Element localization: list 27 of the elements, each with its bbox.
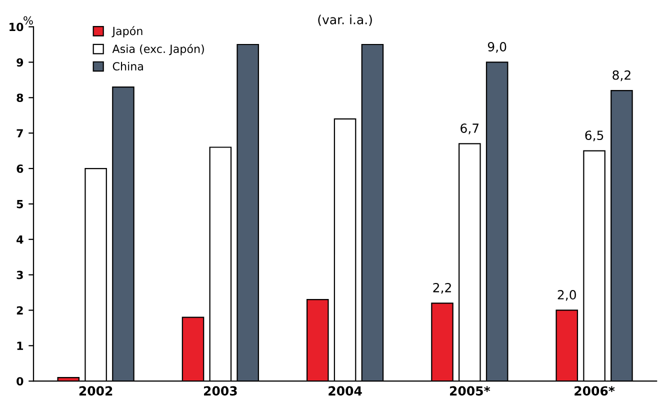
- y-tick-label: 10: [10, 22, 24, 32]
- y-tick-label: 1: [17, 342, 24, 350]
- x-tick-label: 2002: [79, 386, 112, 396]
- y-axis-title: %: [24, 16, 33, 25]
- y-tick-label: 0: [16, 377, 24, 386]
- data-label: 2,0: [558, 290, 576, 301]
- x-tick-label: 2004: [328, 386, 362, 396]
- y-tick-label: 3: [16, 270, 23, 280]
- x-tick-label: 2005*: [450, 386, 490, 396]
- y-tick-label: 5: [16, 200, 23, 208]
- data-label: 6,5: [585, 130, 604, 142]
- legend-label: China: [112, 62, 143, 70]
- y-tick-label: 7: [16, 129, 23, 138]
- text: (var. i.a.): [318, 14, 372, 26]
- data-label: 6,7: [460, 123, 479, 134]
- x-tick-label: 2003: [204, 386, 237, 396]
- y-tick-label: 6: [16, 164, 24, 173]
- y-tick-label: 9: [16, 58, 24, 67]
- data-label: 2,2: [433, 282, 451, 294]
- data-label: 9,0: [488, 42, 506, 53]
- x-tick-label: 2006*: [574, 386, 615, 396]
- data-label: 8,2: [612, 70, 630, 82]
- y-tick-label: 2: [16, 306, 23, 314]
- legend-label: Asia (exc. Japón): [112, 44, 204, 56]
- legend-label: Japón: [112, 26, 142, 38]
- y-tick-label: 4: [16, 235, 24, 244]
- y-tick-label: 8: [16, 94, 24, 102]
